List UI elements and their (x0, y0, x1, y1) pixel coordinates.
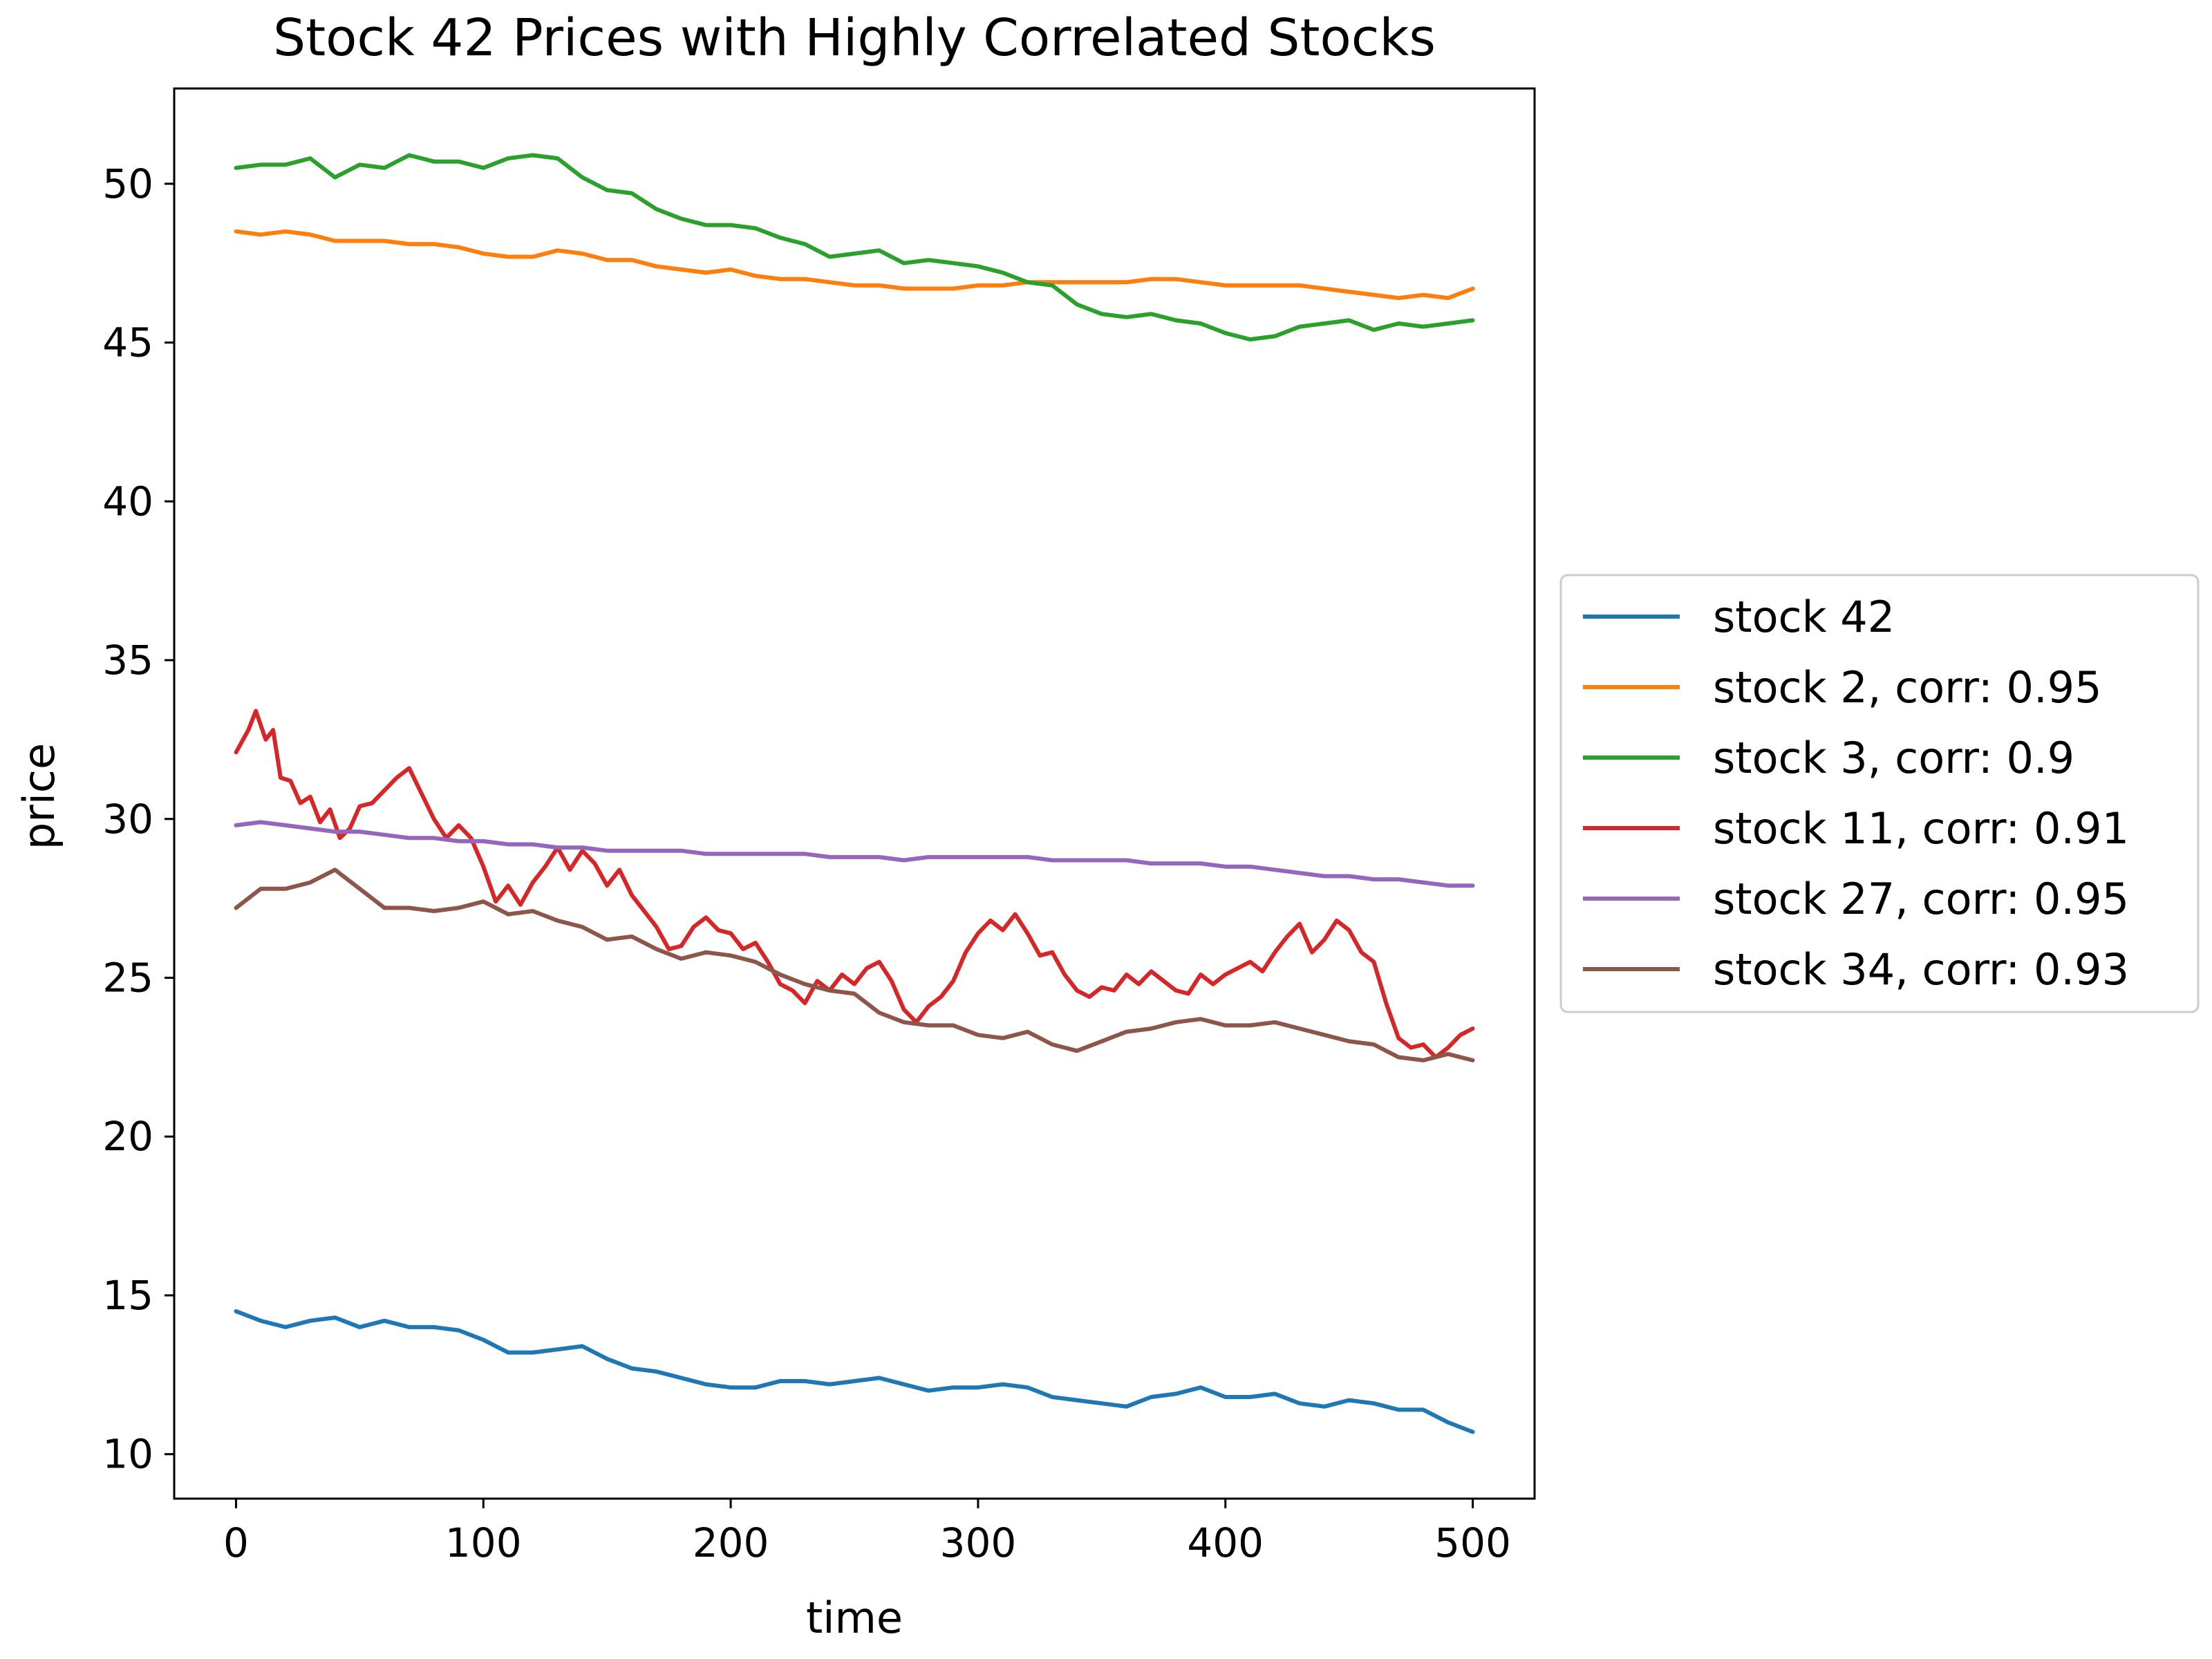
series-line-1 (234, 229, 1475, 301)
legend: stock 42 stock 2, corr: 0.95 stock 3, corr… (1559, 574, 2200, 1013)
y-tick-label: 40 (102, 478, 153, 525)
x-tick-label: 200 (693, 1519, 769, 1566)
y-tick-label: 35 (102, 637, 153, 684)
y-tick-label: 15 (102, 1272, 153, 1319)
plot-frame (173, 87, 1536, 1500)
y-tick-label: 30 (102, 796, 153, 843)
legend-label-2: stock 3, corr: 0.9 (1713, 733, 2074, 783)
series-line-2 (234, 153, 1475, 341)
legend-frame (1559, 574, 2200, 1013)
series-line-5 (234, 868, 1475, 1062)
x-tick-label: 500 (1434, 1519, 1511, 1566)
x-tick-label: 0 (223, 1519, 249, 1566)
legend-label-3: stock 11, corr: 0.91 (1713, 803, 2129, 854)
y-axis-label: price (14, 743, 64, 850)
y-tick-label: 50 (102, 160, 153, 207)
legend-label-4: stock 27, corr: 0.95 (1713, 874, 2129, 924)
x-tick-label: 400 (1187, 1519, 1264, 1566)
y-axis-ticks: 10 15 20 25 30 35 40 45 50 (102, 160, 174, 1478)
x-tick-label: 300 (940, 1519, 1017, 1566)
series-line-0 (234, 1309, 1475, 1434)
y-tick-label: 10 (102, 1431, 153, 1478)
series-line-3 (234, 709, 1475, 1060)
legend-entries: stock 42 stock 2, corr: 0.95 stock 3, corr… (1583, 592, 2129, 995)
y-tick-label: 45 (102, 319, 153, 366)
x-axis-ticks: 0 100 200 300 400 500 (223, 1499, 1511, 1566)
chart-title: Stock 42 Prices with Highly Correlated S… (273, 8, 1436, 68)
y-tick-label: 20 (102, 1113, 153, 1160)
series-line-4 (234, 820, 1475, 888)
y-tick-label: 25 (102, 954, 153, 1001)
x-axis-label: time (806, 1593, 903, 1643)
plot-lines (234, 153, 1475, 1434)
legend-label-0: stock 42 (1713, 592, 1895, 642)
legend-label-5: stock 34, corr: 0.93 (1713, 944, 2129, 995)
x-tick-label: 100 (445, 1519, 522, 1566)
legend-label-1: stock 2, corr: 0.95 (1713, 662, 2102, 713)
